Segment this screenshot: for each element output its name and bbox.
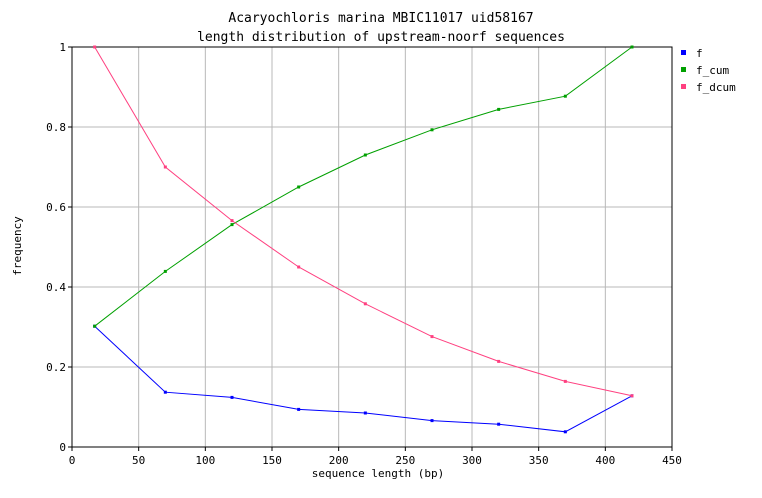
legend: f f_cum f_dcum (681, 47, 736, 94)
data-point-f-cum (363, 153, 367, 157)
chart-title: Acaryochloris marina MBIC11017 uid58167 (228, 11, 533, 26)
x-tick-label: 250 (395, 454, 415, 467)
data-point-f-dcum (163, 165, 167, 169)
x-axis-label: sequence length (bp) (312, 467, 444, 480)
data-point-f (363, 411, 367, 415)
data-point-f-dcum (297, 265, 301, 269)
data-point-f-cum (230, 223, 234, 227)
y-tick-label: 1 (59, 41, 66, 54)
data-point-f-cum (93, 324, 97, 328)
x-tick-labels: 0 50 100 150 200 250 300 350 400 450 (69, 447, 682, 467)
x-tick-label: 400 (595, 454, 615, 467)
x-tick-label: 450 (662, 454, 682, 467)
data-point-f-cum (163, 269, 167, 273)
y-tick-label: 0 (59, 441, 66, 454)
x-tick-label: 0 (69, 454, 76, 467)
data-point-f-cum (297, 185, 301, 189)
data-point-f-dcum (93, 45, 97, 49)
series-group (93, 45, 634, 434)
data-point-f (497, 422, 501, 426)
chart-subtitle: length distribution of upstream-noorf se… (197, 30, 565, 45)
data-point-f (163, 390, 167, 394)
legend-marker-f-dcum (681, 84, 686, 89)
data-point-f-dcum (430, 335, 434, 339)
grid-lines (71, 46, 673, 448)
data-point-f (230, 395, 234, 399)
data-point-f-cum (430, 128, 434, 132)
y-tick-label: 0.2 (46, 361, 66, 374)
series-line-f-cum (94, 46, 633, 327)
data-point-f-dcum (630, 394, 634, 398)
data-point-f-cum (563, 94, 567, 98)
data-point-f-cum (497, 107, 501, 111)
legend-label-f: f (696, 47, 703, 60)
data-point-f (563, 430, 567, 434)
x-tick-label: 200 (329, 454, 349, 467)
data-point-f-dcum (497, 359, 501, 363)
y-tick-labels: 0 0.2 0.4 0.6 0.8 1 (46, 41, 72, 454)
x-tick-label: 50 (132, 454, 145, 467)
data-point-f (430, 419, 434, 423)
y-tick-label: 0.8 (46, 121, 66, 134)
data-point-f-dcum (230, 219, 234, 223)
data-point-f-dcum (363, 302, 367, 306)
x-tick-label: 100 (195, 454, 215, 467)
series-line-f (94, 325, 633, 433)
data-point-f (297, 407, 301, 411)
legend-marker-f (681, 50, 686, 55)
legend-marker-f-cum (681, 67, 686, 72)
x-tick-label: 300 (462, 454, 482, 467)
x-tick-label: 150 (262, 454, 282, 467)
data-point-f-cum (630, 45, 634, 49)
data-point-f-dcum (563, 379, 567, 383)
y-tick-label: 0.6 (46, 201, 66, 214)
x-tick-label: 350 (529, 454, 549, 467)
legend-label-f-dcum: f_dcum (696, 81, 736, 94)
plot-frame (71, 46, 673, 448)
y-axis-label: frequency (11, 216, 24, 276)
y-tick-label: 0.4 (46, 281, 66, 294)
legend-label-f-cum: f_cum (696, 64, 729, 77)
